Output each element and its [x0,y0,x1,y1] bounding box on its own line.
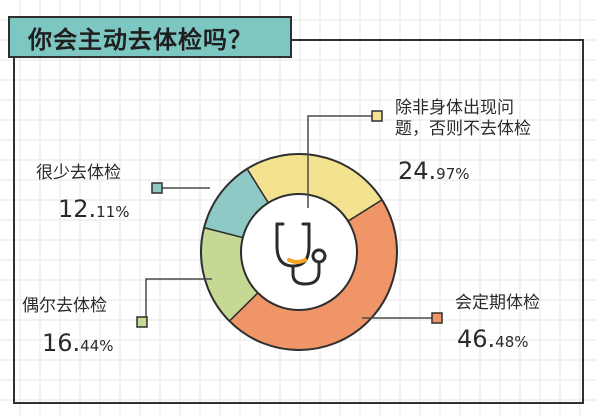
stethoscope-icon [275,222,327,286]
stethoscope-chestpiece [311,248,327,264]
donut-outer-ring [200,153,398,351]
leader-line-only-when-ill [307,115,377,208]
percent-label-only-when-ill: 24.97% [398,157,470,185]
leader-line-occasionally [145,278,212,322]
percent-label-rarely: 12.11% [58,195,130,223]
percent-label-occasionally: 16.44% [42,329,114,357]
legend-label-occasionally: 偶尔去体检 [22,296,107,316]
outer-frame [13,39,584,404]
legend-label-regular: 会定期体检 [455,293,540,313]
legend-marker-regular [431,312,443,324]
stethoscope-accent [287,258,307,264]
donut-center [240,193,358,311]
legend-marker-occasionally [136,316,148,328]
legend-marker-only-when-ill [371,110,383,122]
legend-label-only-when-ill: 除非身体出现问题，否则不去体检 [395,98,531,139]
percent-label-regular: 46.48% [457,325,529,353]
legend-label-rarely: 很少去体检 [36,163,121,183]
stethoscope-cord [291,260,321,286]
legend-marker-rarely [151,182,163,194]
page-title: 你会主动去体检吗？ [8,16,292,58]
